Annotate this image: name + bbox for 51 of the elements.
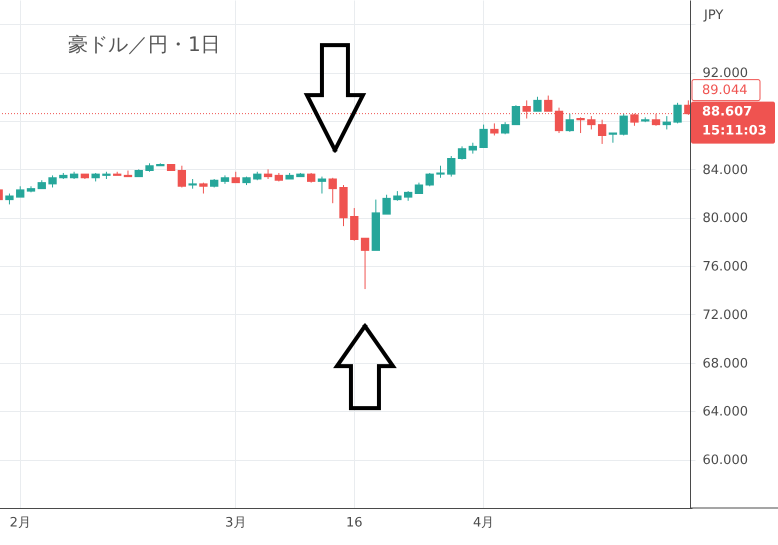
- candlestick: [48, 174, 57, 188]
- candlestick: [500, 122, 510, 135]
- y-tick-label: 68.000: [702, 356, 748, 372]
- candlestick: [512, 104, 520, 126]
- candlestick: [16, 186, 24, 198]
- candlestick: [436, 165, 445, 178]
- candlestick: [404, 190, 412, 202]
- candlestick: [662, 116, 671, 130]
- y-tick-label: 72.000: [702, 308, 748, 323]
- candlestick: [178, 165, 186, 188]
- candlestick: [350, 208, 358, 242]
- candlestick: [232, 171, 240, 184]
- candlestick: [5, 193, 14, 205]
- candlestick: [447, 156, 456, 178]
- y-axis-title: JPY: [703, 8, 724, 23]
- candlestick: [264, 168, 272, 180]
- y-tick-label: 80.000: [702, 211, 748, 226]
- candlestick: [360, 238, 370, 290]
- text: 89.044: [702, 83, 748, 98]
- y-tick-label: 60.000: [702, 453, 748, 468]
- text: 豪ドル／円・1日: [68, 32, 221, 56]
- candlestick: [533, 96, 542, 112]
- ref-line-label: 88.607 15:11:03: [702, 104, 767, 139]
- candlestick: [468, 142, 477, 154]
- candlestick: [458, 146, 466, 160]
- candlestick: [318, 176, 326, 194]
- y-tick-label: 76.000: [702, 260, 748, 275]
- candlestick: [673, 102, 682, 124]
- candlestick: [307, 172, 316, 184]
- candlestick: [587, 116, 596, 130]
- x-tick-label: 3月: [225, 516, 246, 530]
- candlestick: [479, 124, 488, 148]
- x-tick-label: 4月: [472, 516, 494, 530]
- y-tick-label: 92.000: [702, 66, 748, 82]
- candlestick: [328, 177, 337, 204]
- x-tick-label: 2月: [10, 516, 31, 530]
- candlestick: [490, 122, 499, 136]
- candlestick: [199, 182, 208, 194]
- candlestick: [598, 119, 606, 144]
- candlestick: [566, 113, 574, 132]
- candlestick: [426, 172, 434, 187]
- y-tick-label: 84.000: [702, 162, 748, 178]
- candlestick: [414, 182, 424, 194]
- candlestick: [620, 113, 628, 136]
- candlestick: [608, 132, 618, 144]
- x-tick-label: 16: [346, 516, 363, 530]
- candlestick: [188, 178, 197, 190]
- y-tick-label: 64.000: [702, 404, 748, 420]
- candlestick: [576, 116, 585, 134]
- candlestick: [393, 190, 402, 202]
- candlestick: [382, 194, 391, 215]
